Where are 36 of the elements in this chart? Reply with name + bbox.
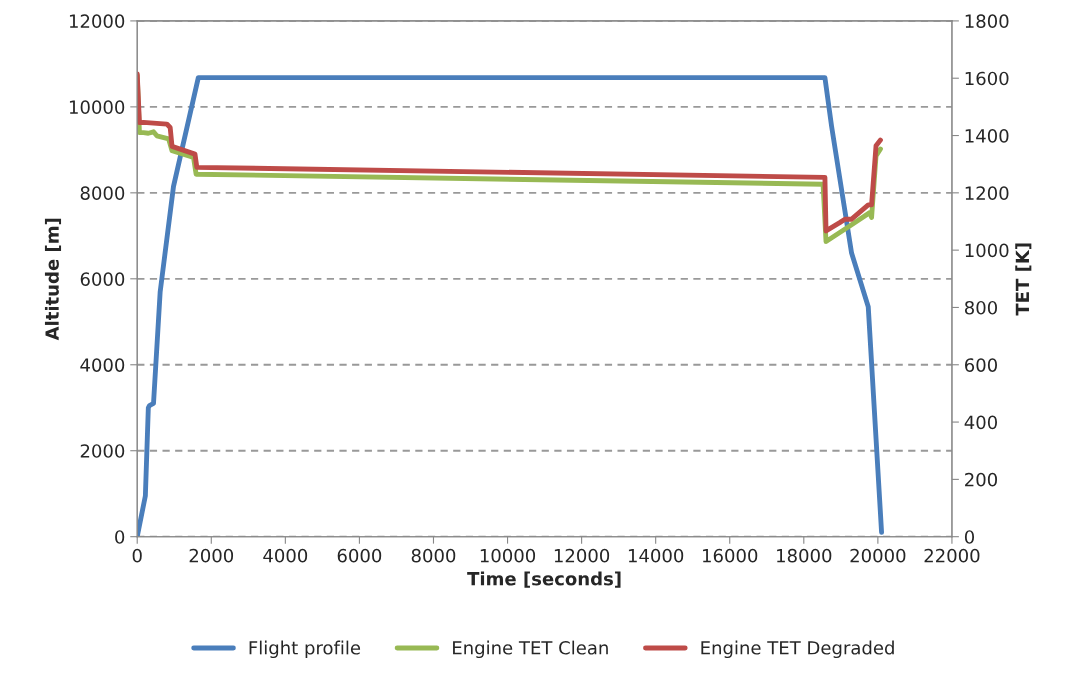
legend-label: Flight profile [249,640,361,659]
x-tick-label: 14000 [628,548,684,563]
y-tick-label: 10000 [69,100,125,114]
x-tick-label: 4000 [263,548,308,563]
y2-tick-label: 1600 [965,71,1009,86]
y2-axis-title: TET [K] [1015,243,1032,316]
x-tick-label: 16000 [703,548,758,563]
y2-tick-label: 200 [965,472,998,487]
y-axis-title: Altitude [m] [44,218,62,341]
x-tick-label: 20000 [850,548,906,563]
x-tick-label: 0 [132,548,142,563]
y-tick-label: 0 [115,530,125,544]
x-tick-label: 8000 [411,548,456,563]
y2-tick-label: 1800 [965,14,1009,29]
y-tick-label: 12000 [69,14,125,29]
x-tick-label: 18000 [777,548,832,563]
y-tick-label: 2000 [80,444,125,458]
y2-tick-label: 600 [965,358,998,372]
y2-tick-label: 400 [964,415,998,430]
x-tick-label: 22000 [924,548,980,563]
y-tick-label: 8000 [80,186,125,200]
line-series [137,75,884,537]
legend-label: Engine TET Degraded [701,640,894,659]
y2-tick-label: 800 [964,300,998,315]
y2-tick-label: 1200 [965,186,1009,200]
x-tick-label: 10000 [480,548,536,563]
y2-tick-label: 1400 [965,128,1009,143]
y-tick-label: 6000 [80,272,125,286]
legend-label: Engine TET Clean [453,640,608,659]
x-tick-label: 6000 [337,548,382,563]
y2-tick-label: 1000 [965,243,1009,258]
x-tick-label: 2000 [189,548,234,563]
y-tick-label: 4000 [80,358,125,372]
x-axis-title: Time [seconds] [467,571,621,588]
x-tick-label: 12000 [554,548,610,563]
y2-tick-label: 0 [964,530,975,544]
